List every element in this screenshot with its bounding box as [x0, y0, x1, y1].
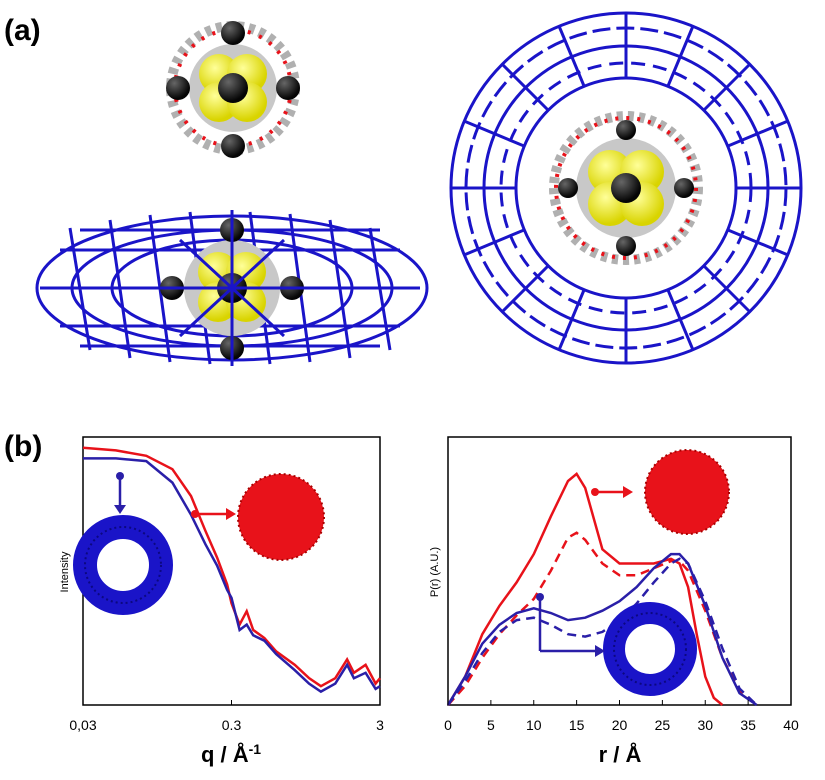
chart1-arrows — [114, 472, 236, 520]
panel-b-label: (b) — [4, 430, 43, 463]
chart1-series-1 — [83, 457, 381, 694]
panel-a-structures — [35, 11, 803, 366]
chart1-x-ticks: 0,03 0.3 3 — [69, 700, 384, 733]
chart1-series-group — [82, 446, 381, 694]
chart1-series-0 — [82, 446, 381, 688]
blue-torus-inset — [73, 515, 173, 615]
chart1-x-axis-label: q / Å-1 — [201, 741, 261, 767]
chart1-frame — [82, 436, 381, 706]
chart1-tick-label-0: 0,03 — [69, 717, 96, 733]
cluster-with-ring-top-view — [449, 11, 803, 365]
chart1-y-axis-label: Intensity — [59, 551, 71, 592]
panel-a-label: (a) — [4, 14, 41, 47]
red-sphere-inset — [237, 473, 325, 561]
cluster-core-top — [166, 21, 300, 158]
cluster-with-ring-side-view — [35, 210, 429, 366]
chart1-tick-label-2: 3 — [376, 717, 384, 733]
chart1-tick-label-1: 0.3 — [222, 717, 242, 733]
